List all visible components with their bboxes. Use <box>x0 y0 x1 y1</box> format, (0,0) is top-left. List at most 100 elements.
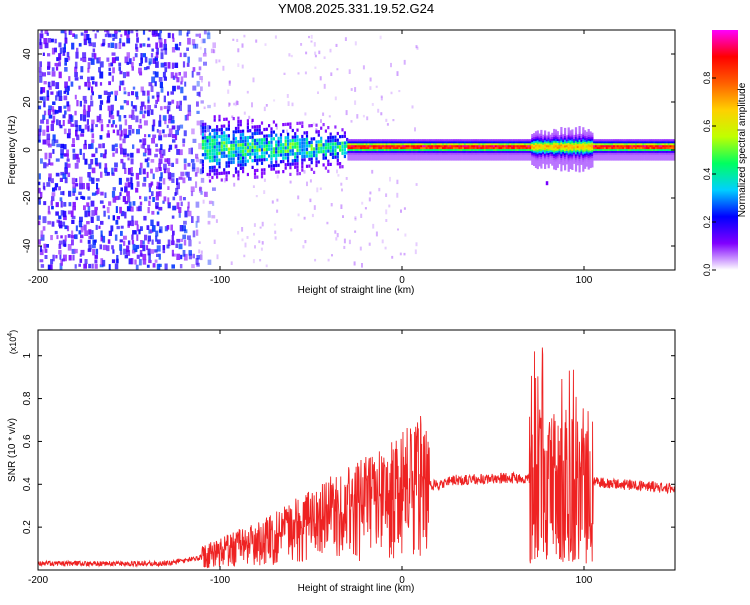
spectrogram-cell <box>536 161 539 164</box>
spectrogram-cell <box>223 144 226 148</box>
spectrogram-cell <box>148 200 151 206</box>
spectrogram-cell <box>387 143 390 146</box>
spectrogram-cell <box>91 133 95 139</box>
spectrogram-cell <box>531 157 534 160</box>
spectrogram-cell <box>627 158 630 161</box>
spectrogram-cell <box>256 131 259 135</box>
spectrogram-cell <box>135 244 140 249</box>
spectrogram-cell <box>391 255 394 259</box>
spectrogram-cell <box>256 155 259 159</box>
spectrogram-cell <box>587 140 590 143</box>
spectrogram-cell <box>462 148 465 151</box>
spectrogram-cell <box>52 109 57 115</box>
spectrogram-cell <box>564 147 567 150</box>
spectrogram-cell <box>126 37 131 44</box>
spectrogram-cell <box>511 154 514 157</box>
spectrogram-cell <box>42 139 47 145</box>
spectrogram-cell <box>99 200 104 204</box>
spectrogram-cell <box>354 152 357 155</box>
spectrogram-cell <box>44 30 49 35</box>
spectrogram-cell <box>405 141 408 144</box>
spectrogram-cell <box>458 156 461 159</box>
spectrogram-cell <box>378 145 381 148</box>
spectrogram-cell <box>48 173 52 179</box>
spectrogram-cell <box>660 146 663 150</box>
spectrogram-cell <box>502 150 505 153</box>
spectrogram-cell <box>102 38 106 45</box>
spectrogram-cell <box>414 148 417 151</box>
spectrogram-cell <box>453 145 456 148</box>
spectrogram-cell <box>511 148 514 151</box>
spectrogram-cell <box>462 154 465 157</box>
spectrogram-cell <box>389 141 392 144</box>
spectrogram-cell <box>100 191 104 196</box>
spectrogram-cell <box>369 139 372 142</box>
spectrogram-cell <box>354 145 357 148</box>
spectrogram-cell <box>167 62 171 69</box>
spectrogram-cell <box>538 141 541 144</box>
spectrogram-cell <box>614 145 618 148</box>
spectrogram-cell <box>593 152 596 155</box>
spectrogram-cell <box>514 139 517 142</box>
spectrogram-cell <box>156 221 160 227</box>
spectrogram-cell <box>367 152 370 155</box>
spectrogram-cell <box>48 105 52 111</box>
spectrogram-cell <box>527 150 530 153</box>
spectrogram-cell <box>331 254 333 257</box>
spectrogram-cell <box>554 156 558 159</box>
spectrogram-cell <box>653 150 656 153</box>
spectrogram-cell <box>507 146 510 150</box>
spectrogram-cell <box>46 138 51 146</box>
spectrogram-cell <box>631 148 634 151</box>
spectrogram-cell <box>83 104 86 110</box>
spectrogram-cell <box>343 131 346 135</box>
spectrogram-cell <box>260 175 264 179</box>
spectrogram-cell <box>324 143 327 147</box>
spectrogram-cell <box>547 143 550 146</box>
spectrogram-cell <box>336 162 339 166</box>
spectrogram-cell <box>183 229 188 234</box>
spectrogram-cell <box>216 141 219 146</box>
spectrogram-cell <box>122 138 126 144</box>
spectrogram-cell <box>420 158 423 161</box>
spectrogram-cell <box>429 143 432 146</box>
spectrogram-cell <box>551 159 554 162</box>
spectrogram-cell <box>339 162 342 166</box>
spectrogram-cell <box>653 139 656 142</box>
spectrogram-cell <box>442 145 445 148</box>
spectrogram-cell <box>625 145 629 148</box>
spectrogram-cell <box>210 48 215 54</box>
spectrogram-cell <box>600 141 603 144</box>
spectrogram-cell <box>427 139 430 142</box>
spectrogram-cell <box>587 163 590 166</box>
spectrogram-cell <box>671 158 674 161</box>
spectrogram-cell <box>275 163 278 168</box>
spectrogram-cell <box>71 42 75 50</box>
spectrogram-cell <box>279 136 283 140</box>
spectrogram-cell <box>98 67 101 73</box>
spectrogram-cell <box>565 143 568 146</box>
spectrogram-cell <box>578 158 581 161</box>
spectrogram-cell <box>71 143 75 147</box>
spectrogram-cell <box>220 151 223 155</box>
spectrogram-cell <box>287 162 290 167</box>
spectrogram-cell <box>418 148 421 151</box>
spectrogram-cell <box>576 149 579 152</box>
spectrogram-cell <box>607 156 610 159</box>
spectrogram-cell <box>635 145 638 148</box>
spectrogram-cell <box>591 148 594 151</box>
spectrogram-cell <box>538 150 541 153</box>
spectrogram-cell <box>489 156 492 159</box>
spectrogram-cell <box>574 144 578 147</box>
spectrogram-cell <box>186 32 189 37</box>
spectrogram-cell <box>562 149 565 152</box>
spectrogram-cell <box>565 141 568 144</box>
spectrogram-cell <box>531 134 534 137</box>
spectrogram-cell <box>496 158 499 161</box>
spectrogram-cell <box>660 148 663 151</box>
spectrogram-cell <box>382 146 385 150</box>
spectrogram-cell <box>74 72 78 78</box>
spectrogram-cell <box>438 148 441 151</box>
spectrogram-cell <box>516 156 519 159</box>
